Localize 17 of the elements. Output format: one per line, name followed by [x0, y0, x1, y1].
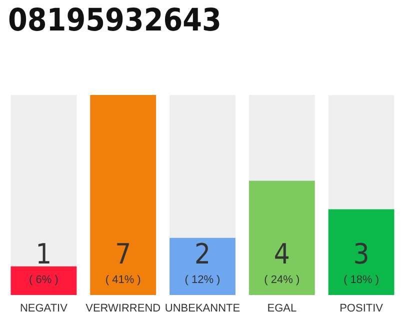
annotation: ( 12% ) [184, 274, 220, 286]
data-label: 4 [274, 238, 290, 270]
x-tick-label: UNBEKANNTE [164, 302, 240, 314]
data-label: 1 [36, 238, 52, 270]
annotation: ( 6% ) [29, 274, 58, 286]
data-label: 3 [353, 238, 370, 270]
annotation: ( 18% ) [344, 274, 380, 286]
bar [10, 266, 77, 295]
x-tick-label: VERWIRREND [86, 302, 161, 314]
annotation: ( 24% ) [264, 274, 300, 286]
x-tick-label: EGAL [267, 302, 297, 314]
chart-title: 08195932643 [8, 2, 222, 38]
x-tick-label: NEGATIV [20, 302, 68, 314]
data-label: 7 [115, 238, 132, 270]
x-tick-label: POSITIV [340, 302, 384, 314]
data-label: 2 [194, 238, 211, 270]
annotation: ( 41% ) [105, 274, 141, 286]
